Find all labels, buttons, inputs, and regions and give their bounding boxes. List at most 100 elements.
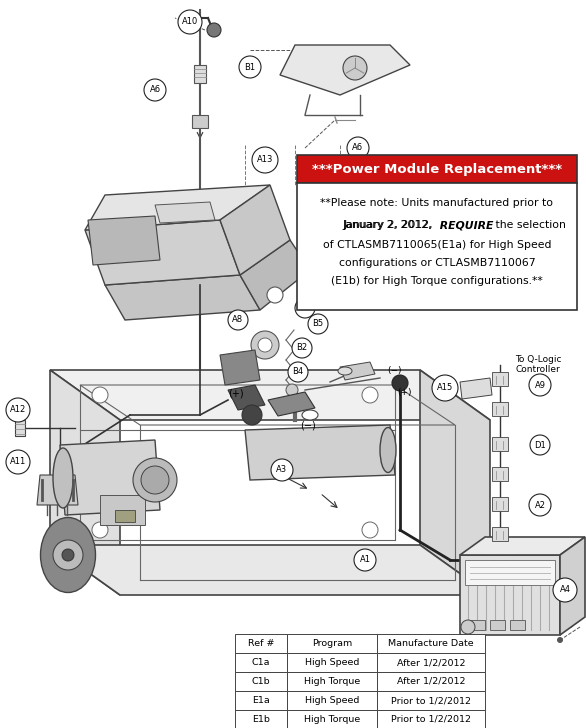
- Circle shape: [228, 310, 248, 330]
- Bar: [492, 437, 508, 451]
- Polygon shape: [50, 370, 120, 595]
- Circle shape: [267, 287, 283, 303]
- Circle shape: [557, 637, 563, 643]
- Text: High Speed: High Speed: [305, 658, 359, 667]
- Circle shape: [529, 494, 551, 516]
- Text: C1b: C1b: [252, 677, 270, 686]
- Circle shape: [141, 466, 169, 494]
- Polygon shape: [192, 115, 208, 128]
- Circle shape: [343, 56, 367, 80]
- Circle shape: [252, 147, 278, 173]
- Circle shape: [288, 362, 308, 382]
- Polygon shape: [220, 350, 260, 385]
- Bar: [490, 620, 505, 630]
- Text: A5: A5: [321, 243, 332, 253]
- Text: configurations or CTLASMB7110067: configurations or CTLASMB7110067: [339, 258, 536, 268]
- Circle shape: [567, 622, 573, 628]
- Text: After 1/2/2012: After 1/2/2012: [397, 658, 465, 667]
- Bar: [235, 710, 287, 728]
- Text: (+): (+): [398, 389, 412, 397]
- Bar: [235, 691, 287, 710]
- Polygon shape: [220, 185, 290, 275]
- Bar: [492, 372, 508, 386]
- Ellipse shape: [380, 427, 396, 472]
- Circle shape: [354, 549, 376, 571]
- Circle shape: [271, 459, 293, 481]
- Ellipse shape: [338, 367, 352, 375]
- Circle shape: [133, 458, 177, 502]
- Bar: [465, 560, 555, 585]
- Bar: [470, 620, 485, 630]
- Polygon shape: [228, 385, 265, 410]
- Ellipse shape: [302, 410, 318, 420]
- Text: D1: D1: [534, 440, 546, 449]
- Polygon shape: [37, 475, 78, 505]
- Polygon shape: [50, 545, 490, 595]
- Polygon shape: [245, 425, 395, 480]
- Text: A6: A6: [352, 143, 363, 152]
- Text: REQUIRE: REQUIRE: [436, 220, 493, 230]
- Text: A13: A13: [257, 156, 273, 165]
- Bar: [492, 467, 508, 481]
- Polygon shape: [420, 370, 490, 595]
- Text: B5: B5: [312, 320, 323, 328]
- Text: Manufacture Date: Manufacture Date: [388, 639, 474, 648]
- Text: A7: A7: [299, 304, 311, 312]
- Circle shape: [529, 374, 551, 396]
- Polygon shape: [85, 185, 270, 230]
- Circle shape: [553, 578, 577, 602]
- Circle shape: [242, 405, 262, 425]
- Circle shape: [258, 338, 272, 352]
- Bar: [510, 620, 525, 630]
- Polygon shape: [268, 392, 315, 416]
- Text: (−): (−): [388, 365, 402, 374]
- Text: A3: A3: [277, 465, 288, 475]
- Text: B4: B4: [292, 368, 304, 376]
- Polygon shape: [460, 537, 585, 555]
- Polygon shape: [85, 220, 240, 285]
- Bar: [287, 691, 377, 710]
- Bar: [235, 634, 287, 653]
- Bar: [287, 653, 377, 672]
- Text: A11: A11: [10, 457, 26, 467]
- Bar: [297, 183, 577, 310]
- Text: After 1/2/2012: After 1/2/2012: [397, 677, 465, 686]
- Circle shape: [286, 384, 298, 396]
- Ellipse shape: [53, 448, 73, 508]
- Bar: [287, 634, 377, 653]
- Bar: [377, 634, 485, 653]
- Circle shape: [295, 298, 315, 318]
- Bar: [115, 510, 135, 522]
- Circle shape: [251, 331, 279, 359]
- Text: High Torque: High Torque: [304, 677, 360, 686]
- Bar: [492, 497, 508, 511]
- Circle shape: [62, 549, 74, 561]
- Polygon shape: [280, 45, 410, 95]
- Bar: [377, 672, 485, 691]
- Bar: [377, 691, 485, 710]
- Text: A10: A10: [182, 17, 198, 26]
- Text: A2: A2: [534, 501, 546, 510]
- Circle shape: [315, 237, 337, 259]
- Circle shape: [432, 375, 458, 401]
- Bar: [492, 402, 508, 416]
- Circle shape: [6, 450, 30, 474]
- Bar: [287, 672, 377, 691]
- Circle shape: [461, 620, 475, 634]
- Circle shape: [347, 137, 369, 159]
- Polygon shape: [60, 440, 160, 515]
- Polygon shape: [88, 216, 160, 265]
- Text: B3: B3: [328, 274, 340, 282]
- Bar: [235, 653, 287, 672]
- Text: January 2, 2012,: January 2, 2012,: [344, 220, 437, 230]
- Text: B1: B1: [244, 63, 255, 71]
- Text: High Speed: High Speed: [305, 696, 359, 705]
- Circle shape: [392, 375, 408, 391]
- Bar: [287, 710, 377, 728]
- Text: B2: B2: [297, 344, 308, 352]
- Circle shape: [530, 435, 550, 455]
- Circle shape: [308, 314, 328, 334]
- Text: A12: A12: [10, 405, 26, 414]
- Circle shape: [6, 398, 30, 422]
- Polygon shape: [460, 378, 492, 399]
